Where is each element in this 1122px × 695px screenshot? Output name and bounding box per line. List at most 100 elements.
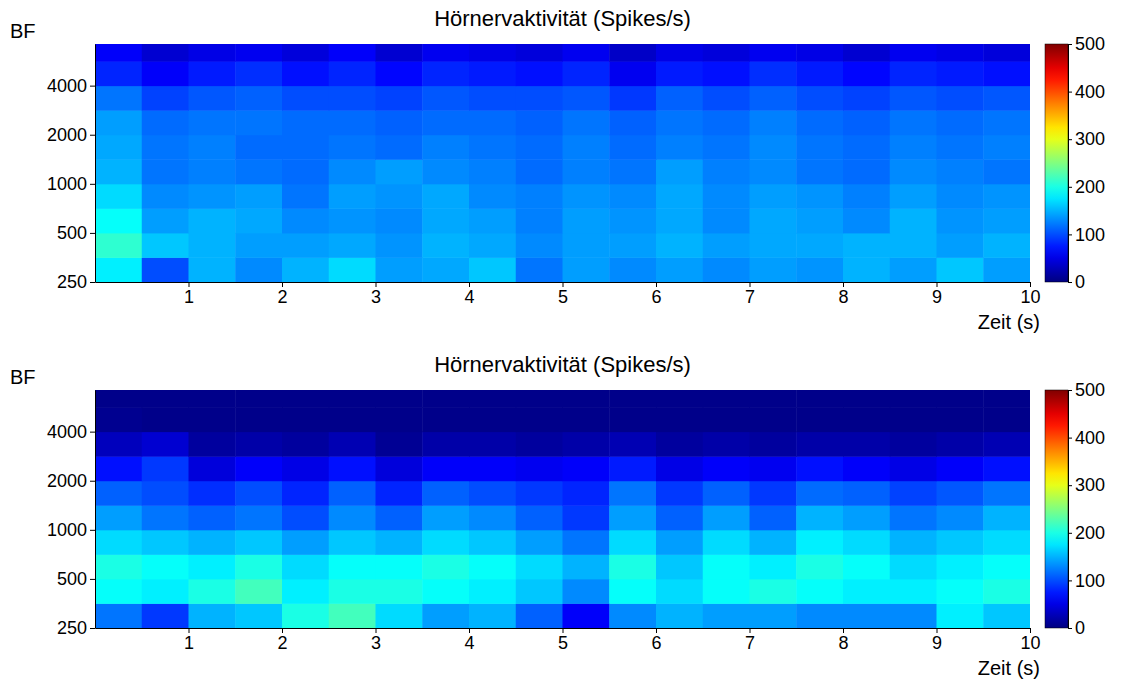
heatmap-cell — [95, 257, 142, 282]
heatmap-cell — [703, 390, 750, 408]
heatmap-cell — [516, 481, 563, 506]
colorbar-tick-label: 300 — [1075, 129, 1105, 149]
colorbar — [1045, 390, 1068, 628]
heatmap-cell — [703, 530, 750, 555]
heatmap-cell — [95, 603, 142, 628]
heatmap-cell — [796, 407, 843, 432]
colorbar-tick-label: 500 — [1075, 34, 1105, 54]
heatmap-cell — [750, 390, 797, 408]
heatmap-cell — [142, 554, 189, 579]
heatmap-cell — [937, 505, 984, 530]
heatmap-cell — [422, 554, 469, 579]
y-tick-mark — [90, 184, 95, 185]
heatmap-cell — [95, 208, 142, 233]
heatmap-cell — [282, 456, 329, 481]
heatmap-cell — [843, 257, 890, 282]
heatmap-cell — [843, 159, 890, 184]
heatmap-cell — [282, 481, 329, 506]
heatmap-cell — [142, 86, 189, 111]
colorbar-tick-mark — [1068, 485, 1072, 486]
y-axis: 250500100020004000 — [47, 391, 96, 639]
heatmap-cell — [422, 233, 469, 258]
y-tick: 250 — [57, 272, 95, 292]
heatmap-cell — [983, 432, 1030, 457]
heatmap-cell — [796, 159, 843, 184]
heatmap-cell — [563, 505, 610, 530]
heatmap-cell — [890, 233, 937, 258]
x-tick-label: 1 — [184, 287, 194, 307]
heatmap-cell — [937, 208, 984, 233]
heatmap-cell — [609, 61, 656, 86]
x-tick-label: 5 — [558, 633, 568, 653]
heatmap-cell — [843, 481, 890, 506]
colorbar-tick: 500 — [1068, 34, 1105, 54]
heatmap-cell — [750, 184, 797, 209]
heatmap-cell — [563, 233, 610, 258]
heatmap-cell — [189, 481, 236, 506]
heatmap-cell — [843, 390, 890, 408]
colorbar-tick-label: 200 — [1075, 177, 1105, 197]
heatmap-cell — [469, 432, 516, 457]
y-tick-mark — [90, 282, 95, 283]
heatmap-cell — [142, 407, 189, 432]
heatmap-cell — [329, 530, 376, 555]
heatmap-cell — [890, 184, 937, 209]
x-tick: 5 — [558, 282, 568, 307]
y-tick-mark — [90, 135, 95, 136]
x-tick-label: 6 — [651, 633, 661, 653]
x-tick-label: 3 — [371, 633, 381, 653]
heatmap-cell — [376, 135, 423, 160]
heatmap-cell — [376, 184, 423, 209]
heatmap-cell — [189, 86, 236, 111]
heatmap-cell — [843, 603, 890, 628]
colorbar-tick: 0 — [1068, 618, 1085, 638]
heatmap-cell — [983, 505, 1030, 530]
heatmap-cell — [843, 61, 890, 86]
heatmap-cell — [937, 579, 984, 604]
heatmap-cell — [937, 159, 984, 184]
heatmap-cell — [703, 407, 750, 432]
heatmap-cell — [516, 233, 563, 258]
heatmap-cell — [890, 554, 937, 579]
heatmap-cell — [563, 432, 610, 457]
heatmap-cell — [376, 505, 423, 530]
heatmap-cell — [937, 257, 984, 282]
heatmap-cell — [422, 86, 469, 111]
heatmap-cell — [890, 110, 937, 135]
heatmap-cell — [890, 505, 937, 530]
heatmap-cell — [703, 86, 750, 111]
heatmap-cell — [376, 432, 423, 457]
colorbar-axis-line — [1068, 45, 1069, 283]
heatmap-cell — [516, 184, 563, 209]
heatmap-cell — [796, 530, 843, 555]
heatmap-cell — [469, 159, 516, 184]
heatmap-cell — [329, 579, 376, 604]
heatmap-cell — [329, 257, 376, 282]
heatmap-cell — [235, 61, 282, 86]
heatmap-cell — [376, 554, 423, 579]
heatmap-cell — [282, 233, 329, 258]
heatmap-cell — [656, 390, 703, 408]
heatmap-cell — [142, 579, 189, 604]
heatmap-cell — [983, 456, 1030, 481]
heatmap-cell — [937, 233, 984, 258]
heatmap-cell — [95, 61, 142, 86]
heatmap-cell — [235, 184, 282, 209]
y-tick: 1000 — [47, 174, 95, 194]
heatmap-cell — [843, 505, 890, 530]
heatmap-cell — [750, 505, 797, 530]
heatmap-cell — [516, 110, 563, 135]
heatmap-cell — [703, 481, 750, 506]
x-tick-label: 2 — [277, 633, 287, 653]
heatmap-cell — [983, 530, 1030, 555]
heatmap-cell — [235, 44, 282, 62]
heatmap-cell — [983, 61, 1030, 86]
heatmap-cell — [516, 86, 563, 111]
heatmap-cell — [469, 530, 516, 555]
heatmap-cell — [609, 233, 656, 258]
colorbar — [1045, 44, 1068, 282]
x-tick: 3 — [371, 282, 381, 307]
heatmap-cell — [890, 257, 937, 282]
heatmap-cell — [656, 110, 703, 135]
heatmap-cell — [796, 456, 843, 481]
